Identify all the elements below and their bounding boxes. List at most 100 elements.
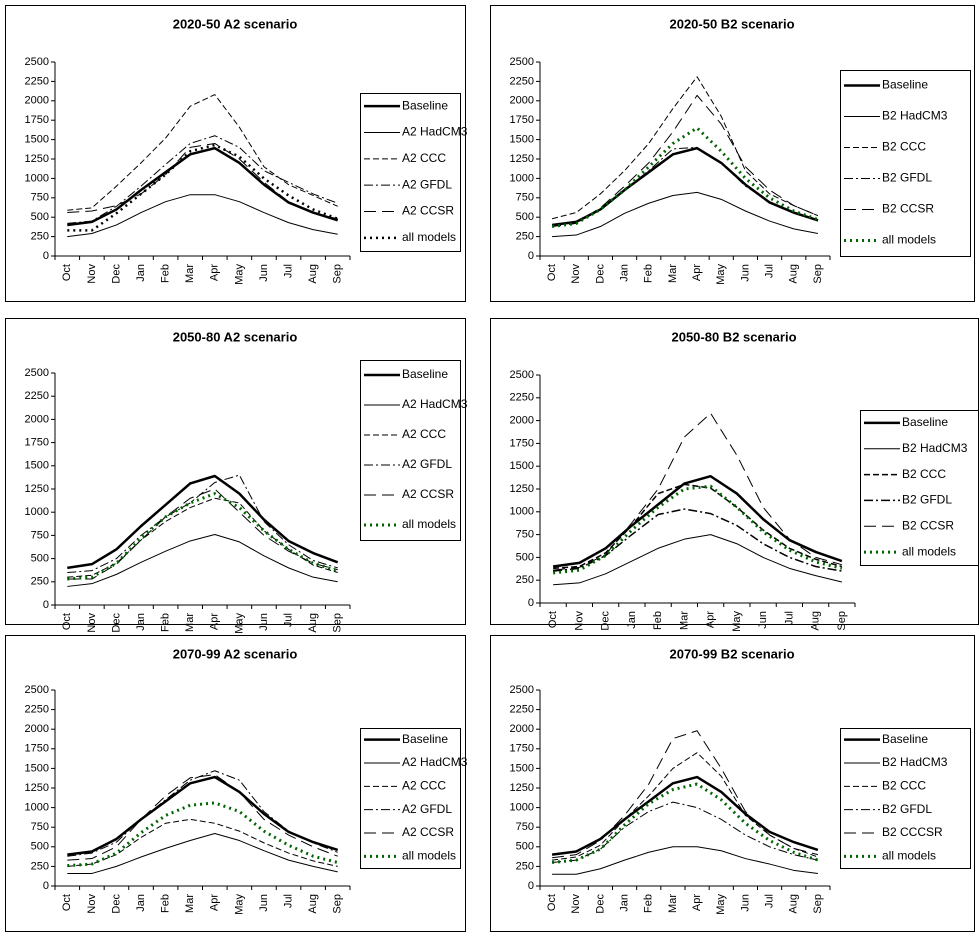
x-tick-label: Jan xyxy=(618,264,630,282)
x-tick-label: Jan xyxy=(135,613,147,631)
x-tick-label: Mar xyxy=(184,894,196,913)
y-tick-label: 1000 xyxy=(25,802,49,814)
panel-frame xyxy=(5,5,466,302)
legend-label: Baseline xyxy=(902,415,948,429)
series-line xyxy=(67,474,338,574)
y-tick-label: 500 xyxy=(516,211,534,223)
legend-label: Baseline xyxy=(402,367,448,381)
y-tick-label: 0 xyxy=(528,250,534,262)
y-tick-label: 250 xyxy=(516,574,534,586)
legend-box xyxy=(860,410,979,566)
legend-label: A2 CCSR xyxy=(402,204,454,218)
x-tick-label: Aug xyxy=(307,894,319,914)
series-line xyxy=(67,832,338,874)
legend-label: A2 CCC xyxy=(402,427,446,441)
legend-label: A2 GFDL xyxy=(402,457,452,471)
legend-label: B2 CCCSR xyxy=(882,825,943,839)
x-tick-label: May xyxy=(233,894,245,915)
x-tick-label: Aug xyxy=(788,894,800,914)
x-tick-label: May xyxy=(731,611,743,632)
y-tick-label: 750 xyxy=(516,192,534,204)
y-tick-label: 1250 xyxy=(510,153,534,165)
x-tick-label: Jan xyxy=(135,264,147,282)
series-line xyxy=(67,533,338,587)
legend-label: all models xyxy=(402,849,456,863)
x-tick-label: Oct xyxy=(547,611,559,628)
x-tick-label: Sep xyxy=(332,264,344,284)
x-tick-label: Oct xyxy=(546,264,558,281)
series-line xyxy=(553,483,843,570)
chart-title: 2070-99 A2 scenario xyxy=(173,646,298,661)
legend-label: all models xyxy=(882,849,936,863)
x-tick-label: Dec xyxy=(594,894,606,914)
x-tick-label: Jan xyxy=(618,894,630,912)
legend-label: B2 HadCM3 xyxy=(902,441,968,455)
y-tick-label: 1250 xyxy=(25,153,49,165)
legend-label: B2 HadCM3 xyxy=(882,755,948,769)
legend-label: all models xyxy=(902,544,956,558)
legend-label: A2 HadCM3 xyxy=(402,125,468,139)
x-tick-label: Jan xyxy=(626,611,638,629)
series-line xyxy=(67,143,339,232)
y-tick-label: 2500 xyxy=(25,684,49,696)
x-tick-label: Dec xyxy=(110,613,122,633)
y-tick-label: 1500 xyxy=(25,134,49,146)
chart-title: 2050-80 A2 scenario xyxy=(173,329,298,344)
x-tick-label: Aug xyxy=(788,264,800,284)
x-tick-label: Jun xyxy=(258,894,270,912)
series-line xyxy=(67,135,338,224)
y-tick-label: 2500 xyxy=(510,56,534,68)
x-tick-label: Apr xyxy=(691,894,703,911)
x-tick-label: Feb xyxy=(643,264,655,283)
x-tick-label: Oct xyxy=(61,894,73,911)
x-tick-label: Jun xyxy=(739,894,751,912)
y-tick-label: 750 xyxy=(516,821,534,833)
panel-frame xyxy=(5,318,466,625)
x-tick-label: Mar xyxy=(667,264,679,283)
series-line xyxy=(551,775,819,856)
x-tick-label: Apr xyxy=(705,611,717,628)
y-tick-label: 2500 xyxy=(25,56,49,68)
series-line xyxy=(67,194,338,238)
series-line xyxy=(553,508,843,572)
legend-label: A2 CCSR xyxy=(402,825,454,839)
legend-label: B2 GFDL xyxy=(882,802,932,816)
y-tick-label: 1000 xyxy=(25,506,49,518)
series-line xyxy=(67,775,339,856)
x-tick-label: Feb xyxy=(652,611,664,630)
x-tick-label: Feb xyxy=(160,894,172,913)
legend-label: A2 CCSR xyxy=(402,487,454,501)
chart-title: 2050-80 B2 scenario xyxy=(671,329,796,344)
legend-label: A2 GFDL xyxy=(402,802,452,816)
x-tick-label: Oct xyxy=(546,894,558,911)
y-tick-label: 2000 xyxy=(510,723,534,735)
chart-title: 2020-50 A2 scenario xyxy=(173,16,298,31)
series-line xyxy=(551,76,819,220)
series-line xyxy=(67,774,338,861)
legend-label: all models xyxy=(882,233,936,247)
x-tick-label: Feb xyxy=(160,613,172,632)
y-tick-label: 1250 xyxy=(510,483,534,495)
y-tick-label: 750 xyxy=(31,821,49,833)
x-tick-label: Jul xyxy=(282,613,294,627)
y-tick-label: 1750 xyxy=(510,114,534,126)
x-tick-label: Jul xyxy=(282,894,294,908)
legend-label: B2 HadCM3 xyxy=(882,109,948,123)
x-tick-label: Apr xyxy=(691,264,703,281)
legend-label: all models xyxy=(402,517,456,531)
x-tick-label: Jun xyxy=(258,264,270,282)
legend-label: B2 GFDL xyxy=(882,171,932,185)
legend-label: B2 CCSR xyxy=(902,518,954,532)
series-line xyxy=(553,534,842,586)
series-line xyxy=(552,730,819,859)
series-line xyxy=(552,146,819,228)
legend-label: B2 CCC xyxy=(882,140,926,154)
x-tick-label: May xyxy=(233,613,245,634)
y-tick-label: 2250 xyxy=(510,392,534,404)
x-tick-label: Feb xyxy=(160,264,172,283)
panel-frame xyxy=(490,5,975,302)
x-tick-label: Mar xyxy=(184,613,196,632)
x-tick-label: Jan xyxy=(135,894,147,912)
y-tick-label: 1250 xyxy=(510,782,534,794)
y-tick-label: 2250 xyxy=(510,704,534,716)
